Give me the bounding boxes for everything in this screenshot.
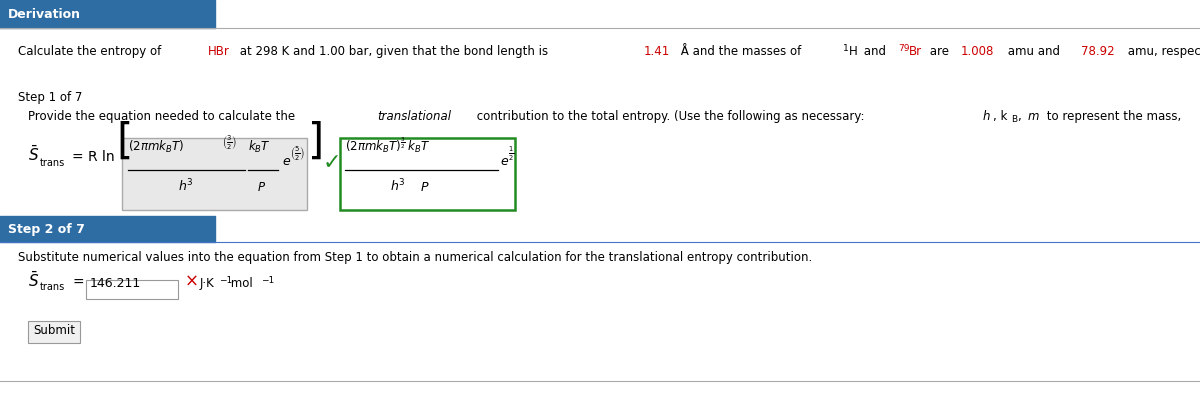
Text: $k_BT$: $k_BT$ (248, 139, 271, 155)
Text: $e$: $e$ (500, 155, 509, 168)
Text: ×: × (185, 273, 199, 291)
Text: translational: translational (378, 110, 451, 123)
Text: $\bar{S}$: $\bar{S}$ (28, 271, 40, 290)
Text: J·K: J·K (200, 277, 215, 290)
Text: trans: trans (40, 282, 65, 292)
Text: [: [ (116, 121, 132, 163)
Text: =: = (72, 276, 84, 290)
Text: amu, respectively. The vibrational wavenumber is: amu, respectively. The vibrational waven… (1124, 45, 1200, 58)
Text: B: B (1012, 115, 1018, 124)
Text: $\left(\frac{5}{2}\right)$: $\left(\frac{5}{2}\right)$ (290, 145, 305, 163)
Text: Calculate the entropy of: Calculate the entropy of (18, 45, 166, 58)
Text: = R ln: = R ln (72, 150, 115, 164)
Text: $\left(\frac{3}{2}\right)$: $\left(\frac{3}{2}\right)$ (222, 134, 238, 152)
Text: ]: ] (308, 121, 324, 163)
Text: 1.008: 1.008 (961, 45, 994, 58)
Text: HBr: HBr (208, 45, 229, 58)
Text: m: m (1028, 110, 1039, 123)
Text: $\frac{1}{2}$: $\frac{1}{2}$ (508, 145, 515, 163)
FancyBboxPatch shape (28, 321, 80, 343)
Text: $P$: $P$ (257, 181, 266, 194)
Text: to represent the mass,: to represent the mass, (1043, 110, 1184, 123)
Text: $P$: $P$ (420, 181, 430, 194)
Text: at 298 K and 1.00 bar, given that the bond length is: at 298 K and 1.00 bar, given that the bo… (236, 45, 552, 58)
Text: are: are (926, 45, 953, 58)
Text: 78.92: 78.92 (1081, 45, 1115, 58)
Text: −1: −1 (262, 276, 275, 285)
Text: 1.41: 1.41 (643, 45, 670, 58)
FancyBboxPatch shape (86, 280, 178, 299)
Text: Å and the masses of: Å and the masses of (677, 45, 805, 58)
Text: 146.211: 146.211 (90, 277, 142, 290)
Text: ,: , (1019, 110, 1026, 123)
Text: Br: Br (910, 45, 923, 58)
Text: 1: 1 (842, 44, 848, 53)
Text: $h^3$: $h^3$ (390, 178, 406, 194)
Text: , k: , k (992, 110, 1007, 123)
Text: $(2\pi mk_BT)$: $(2\pi mk_BT)$ (128, 139, 184, 155)
Text: $\bar{S}$: $\bar{S}$ (28, 145, 40, 164)
Text: Step 1 of 7: Step 1 of 7 (18, 91, 83, 104)
Text: Submit: Submit (34, 324, 74, 338)
Text: Derivation: Derivation (8, 8, 82, 20)
Text: Step 2 of 7: Step 2 of 7 (8, 223, 85, 235)
Text: h: h (983, 110, 990, 123)
Text: ·mol: ·mol (228, 277, 253, 290)
Text: $h^3$: $h^3$ (178, 178, 193, 194)
Text: −1: −1 (220, 276, 233, 285)
FancyBboxPatch shape (122, 138, 307, 210)
Text: Provide the equation needed to calculate the: Provide the equation needed to calculate… (28, 110, 299, 123)
Text: ✓: ✓ (323, 153, 342, 173)
Text: trans: trans (40, 158, 65, 168)
Text: 79: 79 (898, 44, 910, 53)
Text: amu and: amu and (1003, 45, 1063, 58)
Text: $(2\pi mk_BT)^{\frac{3}{2}}\,k_BT$: $(2\pi mk_BT)^{\frac{3}{2}}\,k_BT$ (346, 136, 430, 155)
Text: contribution to the total entropy. (Use the following as necessary:: contribution to the total entropy. (Use … (473, 110, 869, 123)
Text: Substitute numerical values into the equation from Step 1 to obtain a numerical : Substitute numerical values into the equ… (18, 251, 812, 264)
Text: $e$: $e$ (282, 155, 292, 168)
FancyBboxPatch shape (340, 138, 515, 210)
Text: and: and (860, 45, 889, 58)
Text: H: H (848, 45, 857, 58)
